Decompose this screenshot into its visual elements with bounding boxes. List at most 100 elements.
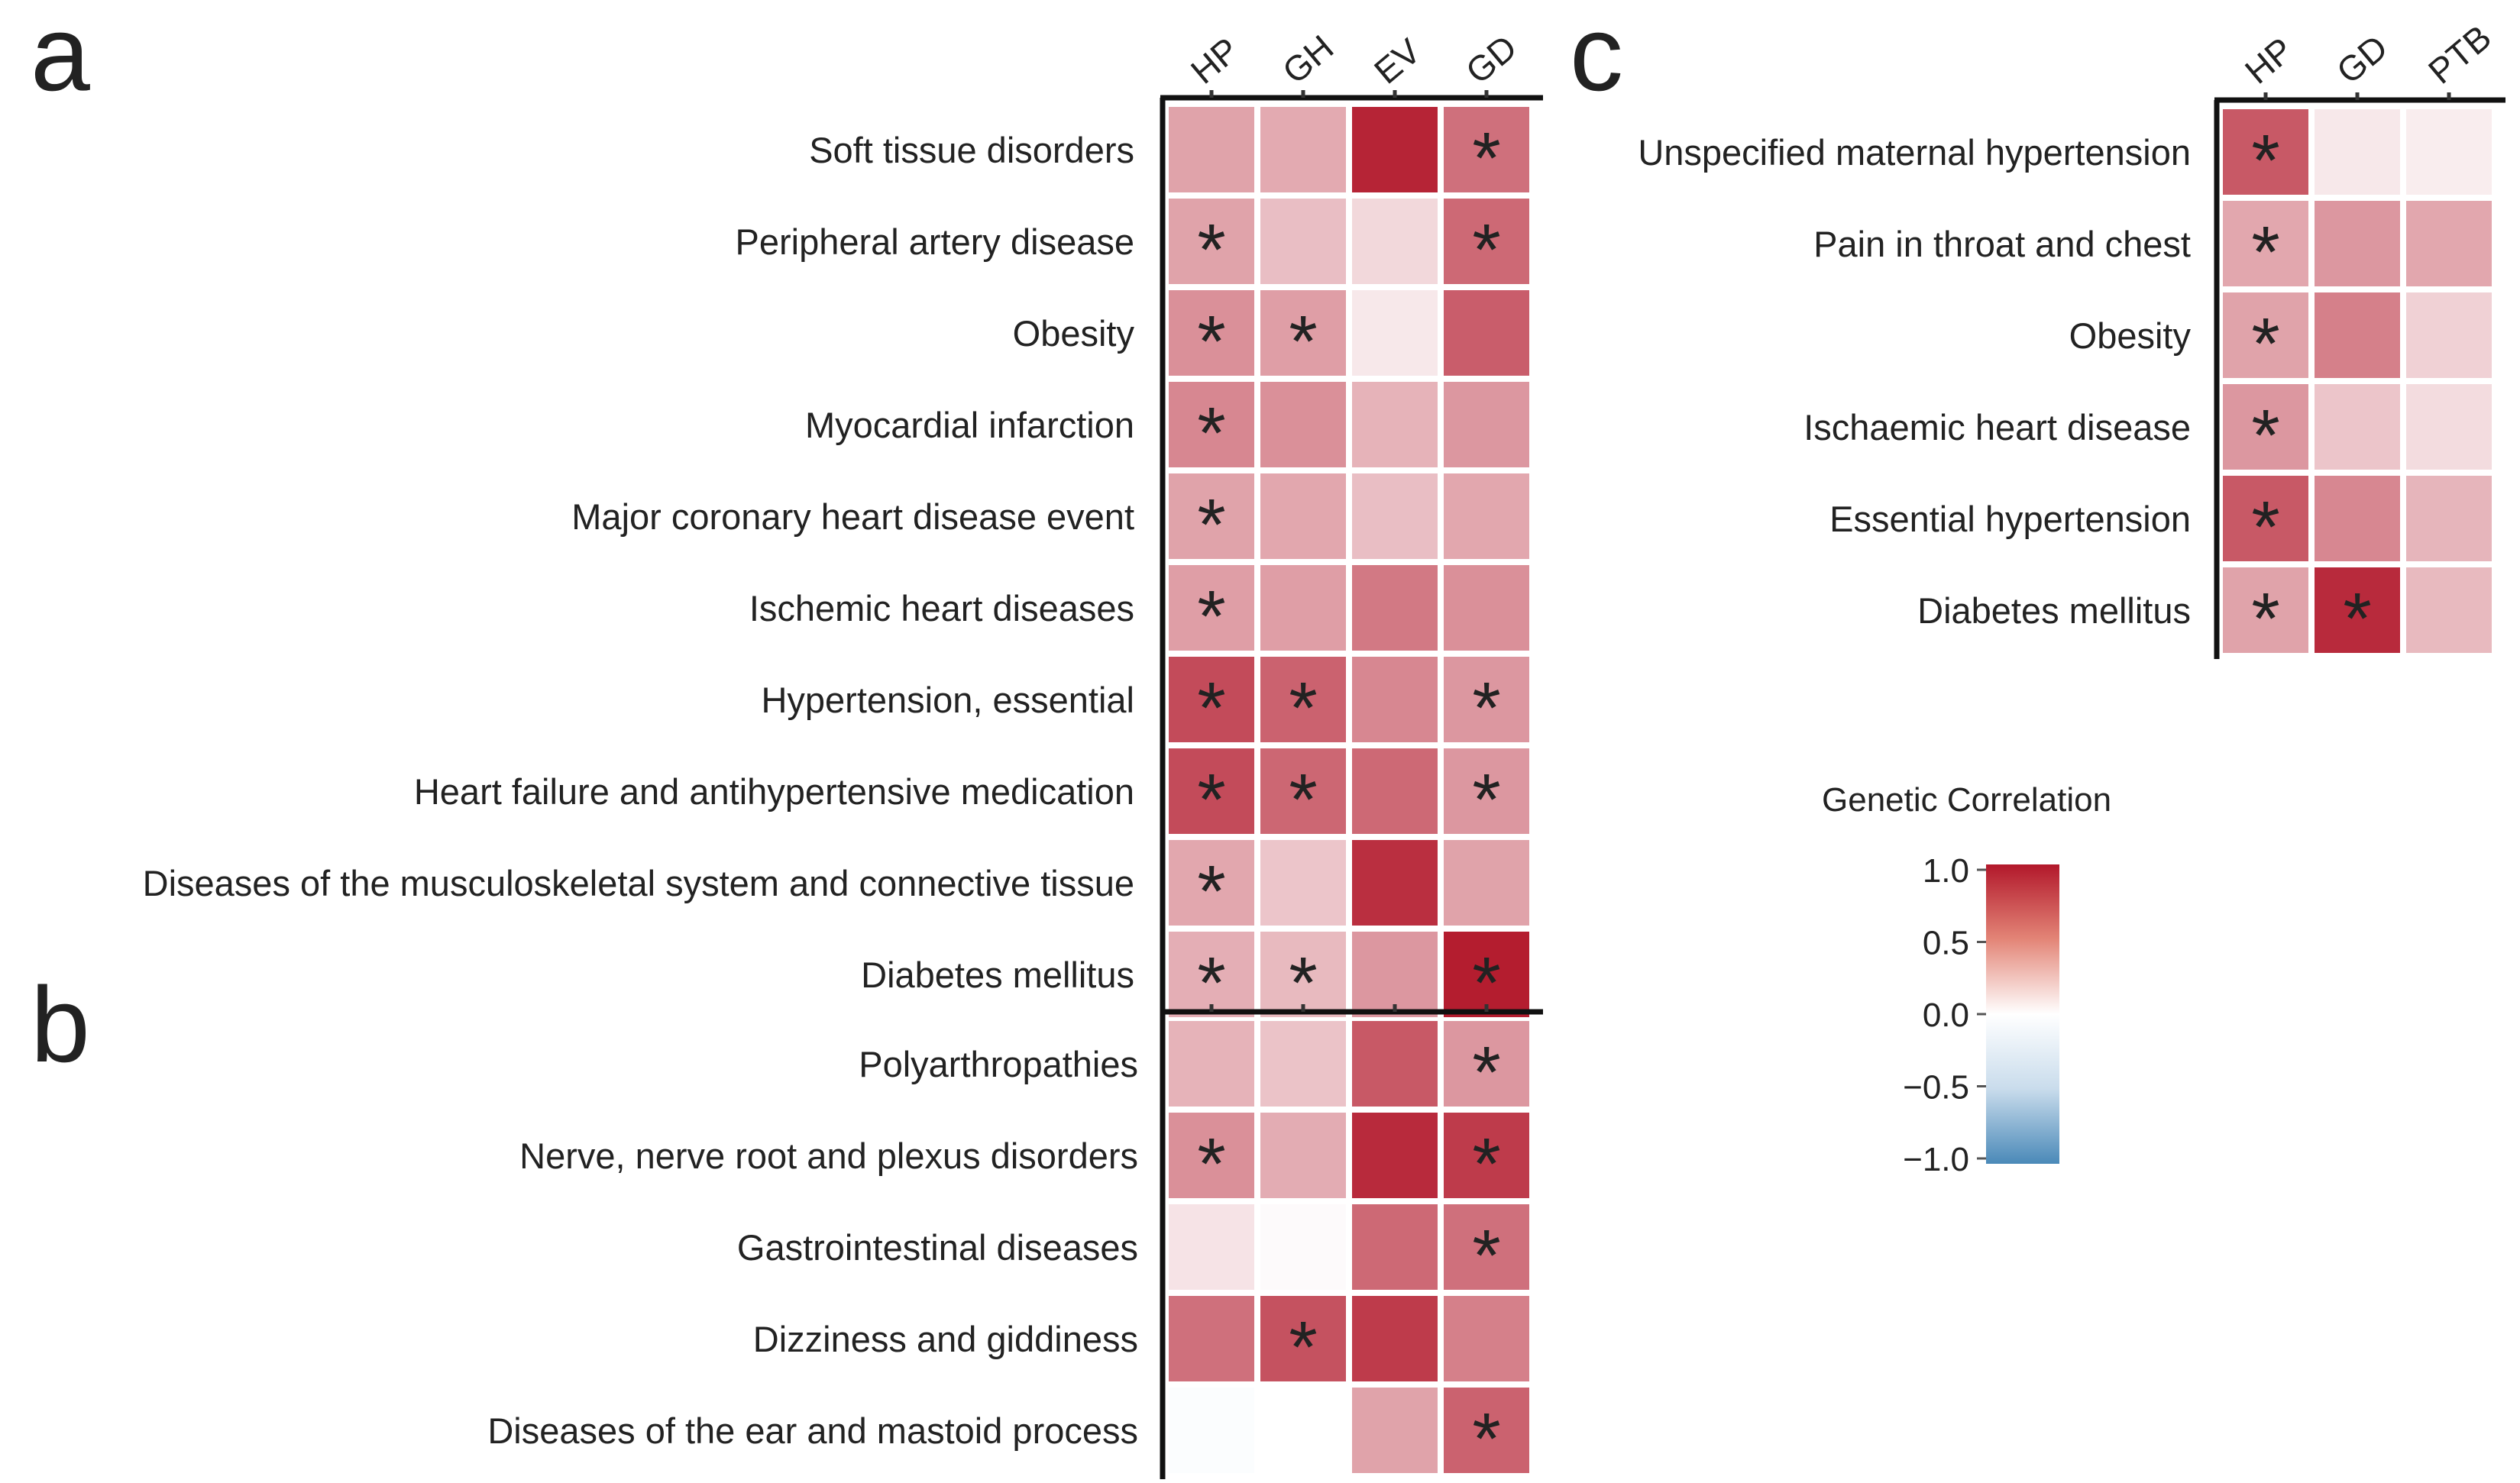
heatmap-cell xyxy=(1352,1296,1438,1381)
significance-star: * xyxy=(1197,576,1225,657)
row-label: Pain in throat and chest xyxy=(1813,224,2191,264)
panel-label-c: c xyxy=(1570,0,1623,113)
heatmap-cell xyxy=(2223,384,2308,470)
heatmap-cell xyxy=(2315,384,2400,470)
legend-tick-label: 0.5 xyxy=(1923,925,1969,962)
row-label: Essential hypertension xyxy=(1829,499,2191,539)
panel-label-b: b xyxy=(31,964,90,1084)
legend-title: Genetic Correlation xyxy=(1822,781,2111,819)
row-label: Hypertension, essential xyxy=(761,680,1134,720)
heatmap-cell xyxy=(1444,107,1529,192)
significance-star: * xyxy=(1289,759,1317,841)
row-label: Peripheral artery disease xyxy=(736,221,1135,262)
row-label: Polyarthropathies xyxy=(859,1044,1138,1084)
significance-star: * xyxy=(1197,209,1225,291)
heatmap-cell xyxy=(1352,748,1438,834)
row-label: Heart failure and antihypertensive medic… xyxy=(414,771,1134,812)
significance-star: * xyxy=(1197,851,1225,932)
heatmap-cell xyxy=(1352,1021,1438,1107)
column-label: HP xyxy=(1183,30,1246,92)
row-label: Diabetes mellitus xyxy=(861,955,1134,995)
significance-star: * xyxy=(1472,1123,1500,1205)
legend-tick-label: −1.0 xyxy=(1903,1141,1969,1178)
significance-star: * xyxy=(2251,395,2279,477)
heatmap-cell xyxy=(2223,476,2308,561)
row-label: Nerve, nerve root and plexus disorders xyxy=(519,1136,1138,1176)
heatmap-cell xyxy=(1352,1204,1438,1290)
heatmap-cell xyxy=(1169,1296,1254,1381)
heatmap-cell xyxy=(1260,657,1346,742)
significance-star: * xyxy=(1289,667,1317,749)
significance-star: * xyxy=(1197,667,1225,749)
heatmap-cell xyxy=(1260,1113,1346,1198)
heatmap-cell xyxy=(1352,1113,1438,1198)
significance-star: * xyxy=(1197,1123,1225,1205)
heatmap-panel-b: * * * * * * Polyarthropathies Nerve, nerve root… xyxy=(487,1004,1543,1480)
row-label: Dizziness and giddiness xyxy=(753,1319,1138,1359)
heatmap-cell xyxy=(1169,1388,1254,1473)
heatmap-cell xyxy=(1444,199,1529,284)
heatmap-cell xyxy=(1169,748,1254,834)
heatmap-cell xyxy=(1169,1113,1254,1198)
column-label: EV xyxy=(1367,31,1428,91)
column-label: PTB xyxy=(2421,17,2499,91)
heatmap-cell xyxy=(2406,201,2492,286)
heatmap-cell xyxy=(1260,932,1346,1017)
heatmap-cell xyxy=(2406,292,2492,378)
row-label: Major coronary heart disease event xyxy=(571,496,1134,537)
heatmap-cell xyxy=(1260,199,1346,284)
significance-star: * xyxy=(1472,1398,1500,1480)
heatmap-cell xyxy=(1260,382,1346,467)
significance-star: * xyxy=(1472,1215,1500,1297)
column-label: GD xyxy=(1458,27,1524,91)
row-label: Soft tissue disorders xyxy=(809,130,1134,170)
heatmap-cell xyxy=(1169,290,1254,376)
heatmap-cell xyxy=(1260,1296,1346,1381)
heatmap-cell xyxy=(1260,840,1346,926)
row-label: Ischemic heart diseases xyxy=(749,588,1134,628)
heatmap-cell xyxy=(1352,290,1438,376)
heatmap-cell xyxy=(2223,109,2308,195)
heatmap-panel-a: ** ** ***** * ** * *** * *Soft tissue disordersP… xyxy=(143,27,1543,1024)
significance-star: * xyxy=(2343,578,2371,660)
heatmap-cell xyxy=(1444,657,1529,742)
heatmap-cell xyxy=(1169,382,1254,467)
heatmap-cell xyxy=(1444,748,1529,834)
significance-star: * xyxy=(1289,301,1317,383)
heatmap-cell xyxy=(1169,657,1254,742)
heatmap-cell xyxy=(1169,932,1254,1017)
heatmap-cell xyxy=(1260,565,1346,651)
heatmap-cell xyxy=(1444,565,1529,651)
heatmap-cell xyxy=(1260,1204,1346,1290)
column-label: HP xyxy=(2237,30,2300,92)
row-label: Unspecified maternal hypertension xyxy=(1638,132,2191,173)
heatmap-cell xyxy=(2406,384,2492,470)
heatmap-cell xyxy=(1260,473,1346,559)
heatmap-cell xyxy=(2315,292,2400,378)
heatmap-cell xyxy=(1352,382,1438,467)
significance-star: * xyxy=(1472,118,1500,199)
legend-tick-label: 0.0 xyxy=(1923,997,1969,1034)
heatmap-cell xyxy=(2223,567,2308,653)
heatmap-cell xyxy=(1169,199,1254,284)
row-label: Gastrointestinal diseases xyxy=(737,1227,1138,1268)
heatmap-cell xyxy=(2315,567,2400,653)
row-label: Myocardial infarction xyxy=(805,405,1134,445)
column-label: GH xyxy=(1275,27,1341,91)
significance-star: * xyxy=(2251,578,2279,660)
heatmap-cell xyxy=(1352,657,1438,742)
heatmap-cell xyxy=(1352,107,1438,192)
heatmap-cell xyxy=(1444,382,1529,467)
heatmap-cell xyxy=(1352,840,1438,926)
heatmap-cell xyxy=(1169,473,1254,559)
significance-star: * xyxy=(1197,484,1225,566)
heatmap-cell xyxy=(1169,840,1254,926)
row-label: Diabetes mellitus xyxy=(1917,590,2191,631)
heatmap-cell xyxy=(1260,1388,1346,1473)
heatmap-cell xyxy=(2223,201,2308,286)
legend-colorbar xyxy=(1986,864,2059,1164)
significance-star: * xyxy=(1197,759,1225,841)
heatmap-cell xyxy=(1169,1021,1254,1107)
legend-tick-label: −0.5 xyxy=(1903,1069,1969,1107)
heatmap-cell xyxy=(2406,476,2492,561)
